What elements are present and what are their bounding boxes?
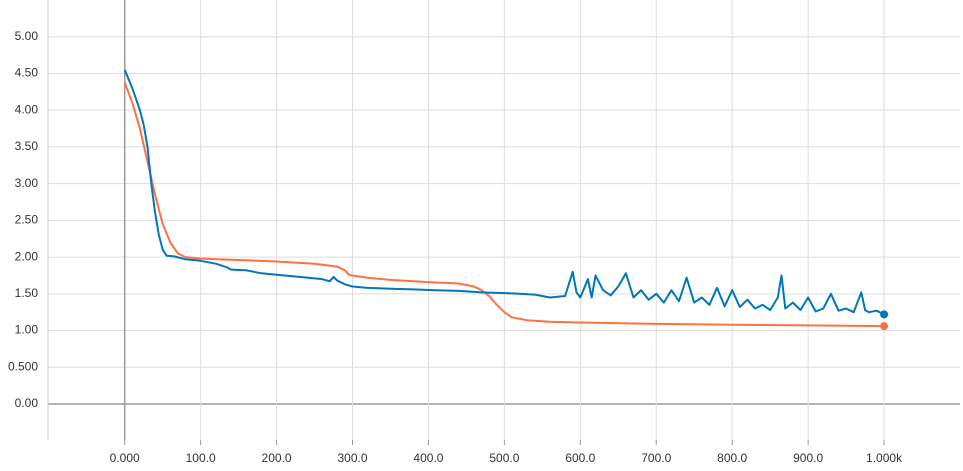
y-tick-label: 4.50 [15, 66, 39, 80]
y-tick-label: 3.50 [15, 139, 39, 153]
y-tick-label: 0.500 [8, 359, 38, 373]
y-tick-label: 5.00 [15, 29, 39, 43]
x-tick-label: 300.0 [337, 451, 367, 465]
series-line [123, 81, 885, 328]
end-point [880, 310, 889, 319]
x-tick-label: 600.0 [565, 451, 595, 465]
y-tick-label: 4.00 [15, 102, 39, 116]
x-tick-label: 700.0 [641, 451, 671, 465]
y-tick-label: 1.50 [15, 286, 39, 300]
y-tick-label: 2.00 [15, 249, 39, 263]
x-tick-label: 1.000k [866, 451, 903, 465]
x-tick-label: 100.0 [186, 451, 216, 465]
series-line [123, 69, 885, 316]
x-tick-label: 400.0 [413, 451, 443, 465]
y-tick-label: 2.50 [15, 213, 39, 227]
y-tick-label: 3.00 [15, 176, 39, 190]
x-tick-label: 900.0 [793, 451, 823, 465]
y-tick-label: 0.00 [15, 396, 39, 410]
x-tick-label: 500.0 [489, 451, 519, 465]
end-point [880, 322, 889, 331]
x-tick-label: 0.000 [110, 451, 140, 465]
x-tick-label: 200.0 [262, 451, 292, 465]
y-tick-label: 1.00 [15, 323, 39, 337]
x-tick-label: 800.0 [717, 451, 747, 465]
